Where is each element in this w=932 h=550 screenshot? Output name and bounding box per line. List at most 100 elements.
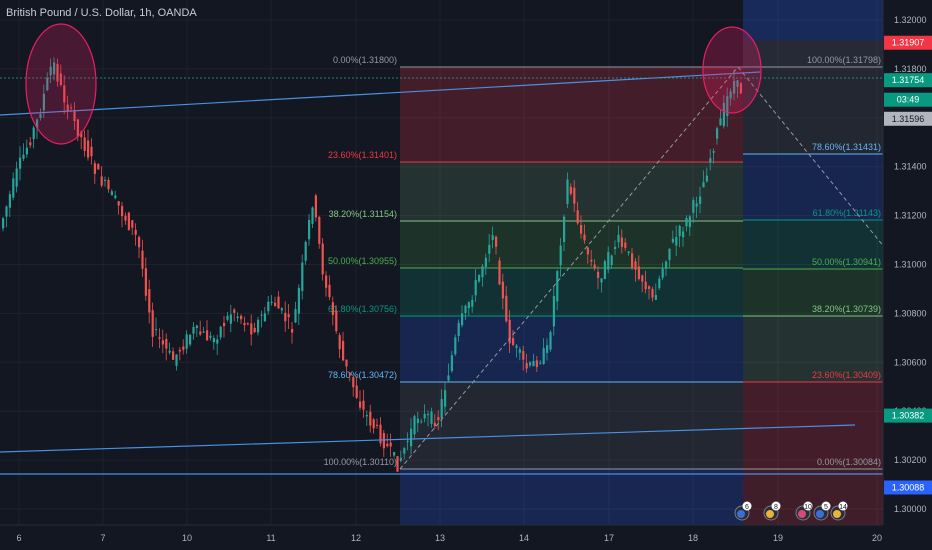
candle [19,146,22,181]
candle [59,64,62,87]
event-badge[interactable]: 8 [763,501,781,521]
candle [63,75,66,115]
candle [644,270,647,294]
svg-text:10: 10 [804,504,812,511]
price-tick-label: 1.31400 [894,162,927,172]
candle [338,332,341,358]
candle [372,418,375,434]
candle [301,254,304,300]
candle [243,316,246,332]
svg-text:1.31907: 1.31907 [892,38,925,48]
time-tick-label: 19 [773,533,783,543]
candle [223,315,226,338]
candle [236,312,239,323]
candle [552,286,555,336]
candle [413,414,416,439]
candle [93,160,96,184]
candle [53,57,56,81]
trend-lines[interactable] [0,66,886,475]
candle [345,359,348,372]
candle [138,235,141,259]
candle [559,237,562,277]
candle [685,215,688,232]
candle [515,344,518,358]
fib-label: 0.00%(1.30084) [817,457,881,467]
candle [447,363,450,382]
candle [712,148,715,164]
candle [733,69,736,101]
candle [369,404,372,433]
candle [15,161,18,193]
fib-level-lines [400,66,883,470]
price-marker: 1.31754 [884,73,932,88]
candle [253,322,256,334]
fib-label: 78.60%(1.31431) [812,142,881,152]
price-axis[interactable]: 1.320001.318001.316001.314001.312001.310… [882,0,932,550]
candle [389,433,392,457]
candlestick-series [2,57,742,472]
highlight-ellipse-left[interactable] [25,23,97,145]
candle [532,353,535,367]
candle [209,331,212,341]
event-badge[interactable]: 14 [830,501,848,521]
candle [658,275,661,290]
lower-channel-line[interactable] [0,424,856,453]
candle [376,418,379,429]
candle [600,278,603,293]
candle [342,331,345,362]
candle [5,205,8,228]
fib-labels-left: 0.00%(1.31800) 23.60%(1.31401) 38.20%(1.… [324,55,397,467]
candle [586,246,589,264]
candle [382,430,385,457]
fib-label: 0.00%(1.31800) [333,55,397,65]
fib-retracement-left[interactable] [400,67,743,525]
candle [32,125,35,149]
candle [362,389,365,418]
candle [131,219,134,236]
price-tick-label: 1.30000 [894,504,927,514]
svg-text:5: 5 [824,504,828,511]
event-badge[interactable]: 6 [734,501,752,521]
highlight-ellipse-right[interactable] [702,26,762,114]
time-tick-label: 7 [100,533,105,543]
candle [682,226,685,247]
economic-event-badges[interactable]: 6 8 10 5 14 [734,501,848,521]
candle [576,201,579,225]
svg-text:1.31596: 1.31596 [892,114,925,124]
projection-diagonal [737,66,886,249]
price-marker: 1.31596 [884,111,932,126]
candle [257,316,260,336]
svg-text:14: 14 [839,504,847,511]
fib-label: 61.80%(1.31143) [813,208,881,218]
event-badge[interactable]: 10 [795,501,813,521]
candle [90,138,93,165]
fib-retracement-right[interactable] [743,0,883,525]
candle [328,275,331,301]
candle [284,301,287,332]
candle [610,254,613,269]
time-axis[interactable]: 6 7 10 11 12 13 14 17 18 19 20 [0,524,883,543]
candle [705,167,708,183]
candle [365,410,368,426]
candle [117,200,120,215]
candle [668,248,671,268]
candle [148,279,151,324]
upper-channel-line[interactable] [0,71,761,116]
candle [270,294,273,306]
candle [399,450,402,463]
candle [716,126,719,145]
candle [195,324,198,337]
event-badge[interactable]: 5 [813,501,831,521]
fib-label: 100.00%(1.30110) [324,457,397,467]
fib-label: 78.60%(1.30472) [328,370,397,380]
candle [318,215,321,249]
candle [314,193,317,222]
price-marker: 03:49 [884,92,932,107]
candle [229,304,232,333]
candle [386,433,389,448]
candle [450,350,453,373]
candle [512,329,515,347]
candle [654,283,657,300]
candle [39,108,42,121]
